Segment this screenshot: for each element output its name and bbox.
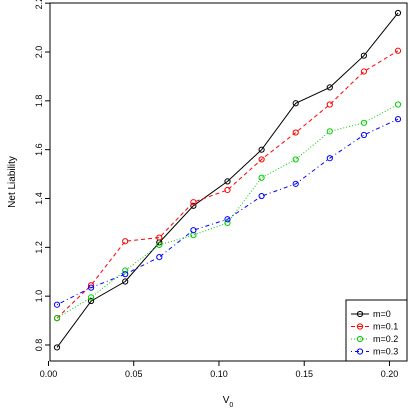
legend-swatch-marker — [356, 323, 364, 330]
y-tick-label: 2.2 — [34, 0, 44, 9]
data-point — [394, 47, 402, 54]
data-point — [326, 128, 333, 135]
series-layer — [53, 9, 402, 351]
legend-label: m=0.3 — [373, 347, 398, 357]
legend-label: m=0.2 — [373, 334, 398, 344]
data-point — [224, 219, 231, 227]
data-point — [88, 284, 95, 291]
data-point — [394, 101, 402, 108]
data-point — [190, 202, 197, 209]
data-point — [122, 271, 129, 278]
y-axis-title: Net Liability — [7, 156, 18, 208]
series-line-3 — [56, 118, 399, 306]
data-point — [190, 199, 197, 206]
data-point — [326, 84, 333, 91]
data-point — [360, 52, 367, 59]
legend-label: m=0.1 — [373, 322, 398, 332]
x-axis: 0.00 0.05 0.10 0.15 0.20 — [40, 361, 399, 379]
data-point — [394, 9, 402, 17]
y-tick-label: 2.0 — [34, 46, 44, 59]
legend-label: m=0 — [373, 309, 391, 319]
data-point — [360, 119, 367, 126]
data-point — [224, 216, 231, 223]
y-axis: 0.8 1.0 1.2 1.4 1.6 1.8 2.0 2.2 — [34, 0, 50, 351]
plot-frame — [49, 2, 408, 362]
legend-box — [345, 299, 408, 362]
data-point — [292, 100, 299, 107]
data-point — [258, 156, 265, 163]
data-point — [88, 297, 95, 305]
y-tick-label: 0.8 — [34, 339, 44, 352]
series-line-1 — [56, 50, 399, 319]
series-line-2 — [56, 104, 399, 319]
x-tick-label: 0.20 — [381, 369, 399, 379]
data-point — [258, 146, 265, 153]
data-point — [122, 238, 129, 245]
data-point — [326, 101, 333, 108]
data-point — [394, 116, 402, 123]
data-point — [224, 178, 231, 185]
x-tick-label: 0.10 — [210, 369, 228, 379]
data-point — [156, 254, 163, 261]
data-point — [156, 234, 163, 241]
data-point — [88, 294, 95, 301]
data-point — [258, 174, 265, 181]
data-point — [122, 267, 129, 274]
data-point — [258, 192, 265, 200]
data-point — [292, 156, 299, 163]
legend-swatch-marker — [356, 348, 364, 355]
legend-swatch-marker — [356, 310, 364, 318]
legend-swatch-marker — [356, 335, 364, 343]
series-line-0 — [56, 12, 399, 348]
x-tick-label: 0.05 — [125, 369, 143, 379]
x-axis-title: V0 — [223, 395, 234, 409]
data-point — [53, 315, 61, 322]
data-point — [190, 227, 197, 234]
data-point — [360, 131, 367, 139]
x-tick-label: 0.00 — [40, 369, 58, 379]
y-tick-label: 1.8 — [34, 95, 44, 108]
x-tick-label: 0.15 — [295, 369, 313, 379]
y-tick-label: 1.0 — [34, 290, 44, 303]
data-point — [292, 129, 299, 136]
data-point — [53, 344, 61, 351]
legend: m=0 m=0.1 m=0.2 m=0.3 — [345, 299, 408, 362]
data-point — [156, 241, 163, 248]
data-point — [53, 301, 61, 308]
y-tick-label: 1.4 — [34, 192, 44, 205]
y-tick-label: 1.6 — [34, 143, 44, 156]
data-point — [224, 186, 231, 194]
data-point — [326, 155, 333, 162]
data-point — [292, 180, 299, 187]
y-tick-label: 1.2 — [34, 241, 44, 254]
data-point — [360, 68, 367, 75]
data-point — [122, 278, 129, 285]
